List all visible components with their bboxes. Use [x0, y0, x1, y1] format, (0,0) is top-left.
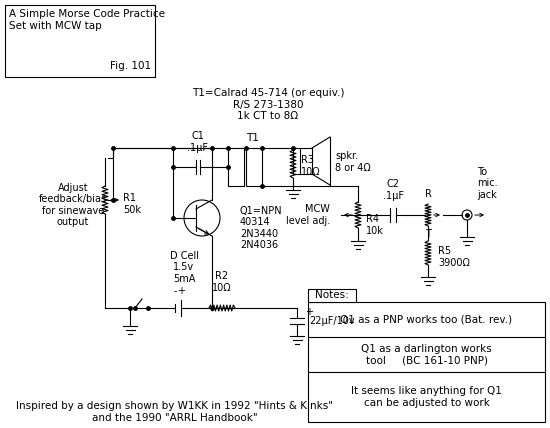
Text: +: + [305, 307, 313, 317]
Text: Inspired by a design shown by W1KK in 1992 "Hints & Kinks"
and the 1990 "ARRL Ha: Inspired by a design shown by W1KK in 19… [16, 401, 333, 423]
Text: C1
.1μF: C1 .1μF [188, 131, 208, 153]
Text: D Cell
1.5v
5mA: D Cell 1.5v 5mA [169, 251, 199, 284]
Text: Q1 as a darlington works
tool     (BC 161-10 PNP): Q1 as a darlington works tool (BC 161-10… [361, 344, 492, 366]
Text: Fig. 101: Fig. 101 [110, 61, 151, 71]
Text: R3
10Ω: R3 10Ω [301, 155, 321, 177]
Text: T: T [425, 229, 431, 239]
Text: MCW
level adj.: MCW level adj. [286, 204, 330, 226]
Text: C2
.1μF: C2 .1μF [382, 179, 404, 201]
Text: T1=Calrad 45-714 (or equiv.)
R/S 273-1380
1k CT to 8Ω: T1=Calrad 45-714 (or equiv.) R/S 273-138… [192, 88, 344, 121]
Text: R5
3900Ω: R5 3900Ω [438, 246, 470, 268]
Text: Q1 as a PNP works too (Bat. rev.): Q1 as a PNP works too (Bat. rev.) [340, 315, 513, 324]
Bar [228, 148, 244, 186]
Text: Adjust
feedback/bias
for sinewave
output: Adjust feedback/bias for sinewave output [39, 183, 107, 227]
Text: R: R [425, 189, 431, 199]
Text: R1
50k: R1 50k [123, 193, 141, 215]
Text: spkr.
8 or 4Ω: spkr. 8 or 4Ω [335, 151, 371, 173]
Text: 22μF/10v: 22μF/10v [309, 316, 355, 326]
Bar [308, 302, 545, 422]
Text: +: + [177, 286, 185, 296]
Text: R2
10Ω: R2 10Ω [212, 271, 232, 293]
Text: Notes:: Notes: [315, 291, 349, 300]
Bar [5, 5, 155, 77]
Text: Q1=NPN
40314
2N3440
2N4036: Q1=NPN 40314 2N3440 2N4036 [240, 205, 283, 250]
Text: -: - [173, 286, 177, 296]
Text: R4
10k: R4 10k [366, 214, 384, 236]
Bar [246, 148, 262, 186]
Text: To
mic.
jack: To mic. jack [477, 167, 498, 200]
Text: It seems like anything for Q1
can be adjusted to work: It seems like anything for Q1 can be adj… [351, 386, 502, 408]
Bar [308, 289, 356, 302]
Text: T1: T1 [246, 133, 260, 143]
Text: A Simple Morse Code Practice
Set with MCW tap: A Simple Morse Code Practice Set with MC… [9, 9, 165, 30]
